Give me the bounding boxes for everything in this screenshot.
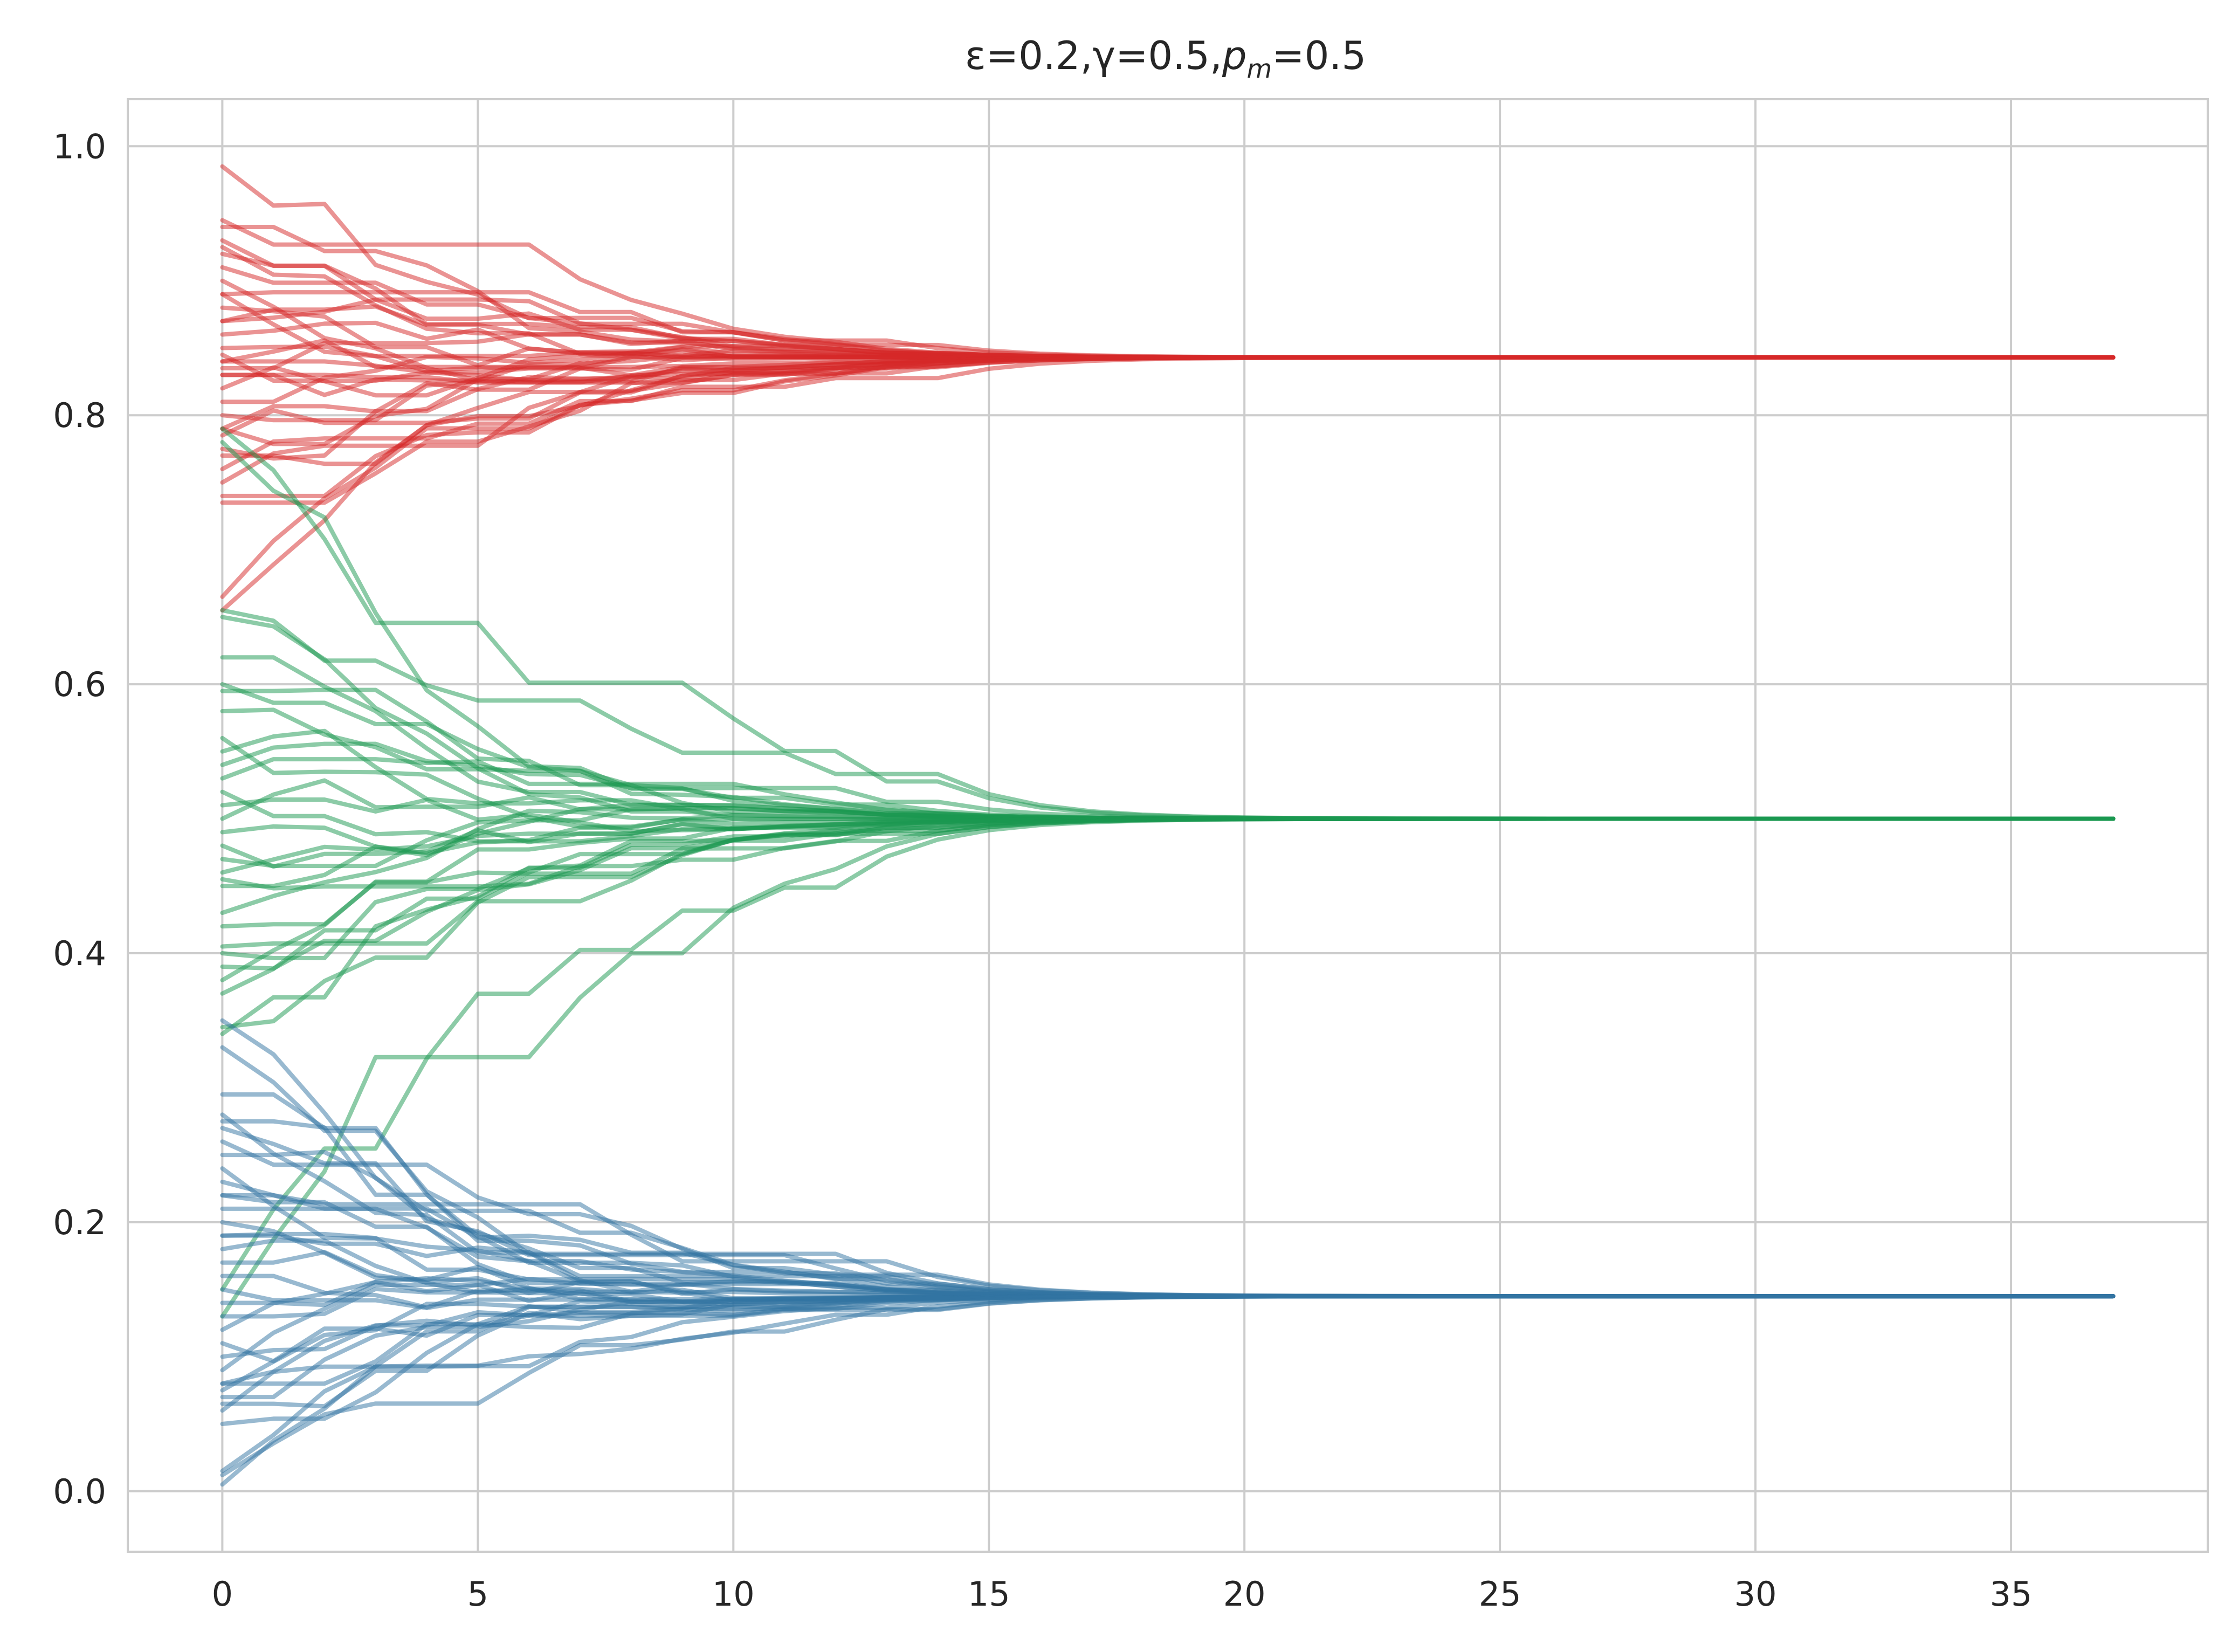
- trajectory-line-red: [220, 355, 2116, 599]
- y-tick-label: 0.6: [53, 665, 106, 704]
- trajectory-line-red: [220, 304, 2116, 360]
- title-main: ε=0.2,γ=0.5,: [965, 33, 1222, 78]
- title-tail: =0.5: [1272, 33, 1366, 78]
- trajectory-line-green: [220, 655, 2116, 821]
- x-tick-label: 10: [712, 1574, 755, 1614]
- x-tick-label: 0: [212, 1574, 233, 1614]
- y-tick-label: 0.0: [53, 1472, 106, 1511]
- title-symbol: p: [1222, 33, 1247, 78]
- x-tick-label: 5: [467, 1574, 488, 1614]
- y-tick-label: 0.4: [53, 934, 106, 973]
- y-tick-label: 0.8: [53, 396, 106, 435]
- trajectory-line-red: [220, 332, 2116, 370]
- trajectory-line-red: [220, 355, 2116, 612]
- y-tick-label: 1.0: [53, 127, 106, 166]
- trajectory-line-green: [220, 816, 2116, 996]
- trajectory-line-red: [220, 355, 2116, 471]
- trajectory-line-green: [220, 440, 2116, 821]
- x-tick-label: 30: [1734, 1574, 1777, 1614]
- series-layer: [220, 164, 2116, 1487]
- trajectory-line-blue: [220, 1294, 2116, 1386]
- trajectory-line-blue: [220, 1294, 2116, 1393]
- chart-title: ε=0.2,γ=0.5,pm=0.5: [965, 33, 1366, 84]
- x-tick-label: 25: [1479, 1574, 1521, 1614]
- axis-layer: 0 5 10 15 20 25 30 35 0.0 0.2 0.4 0.6 0.8 1.0: [53, 98, 2209, 1614]
- title-subscript: m: [1247, 54, 1272, 84]
- trajectory-line-green: [220, 682, 2116, 821]
- y-tick-label: 0.2: [53, 1203, 106, 1242]
- trajectory-line-blue: [220, 1294, 2116, 1400]
- trajectory-line-red: [220, 265, 2116, 360]
- x-tick-label: 20: [1223, 1574, 1266, 1614]
- grid-layer: [128, 99, 2208, 1552]
- trajectory-line-blue: [220, 1092, 2116, 1299]
- plot-frame: [127, 98, 2209, 1553]
- x-tick-label: 15: [968, 1574, 1010, 1614]
- trajectory-line-green: [220, 816, 2116, 1319]
- trajectory-line-blue: [220, 1294, 2116, 1386]
- x-tick-label: 35: [1990, 1574, 2033, 1614]
